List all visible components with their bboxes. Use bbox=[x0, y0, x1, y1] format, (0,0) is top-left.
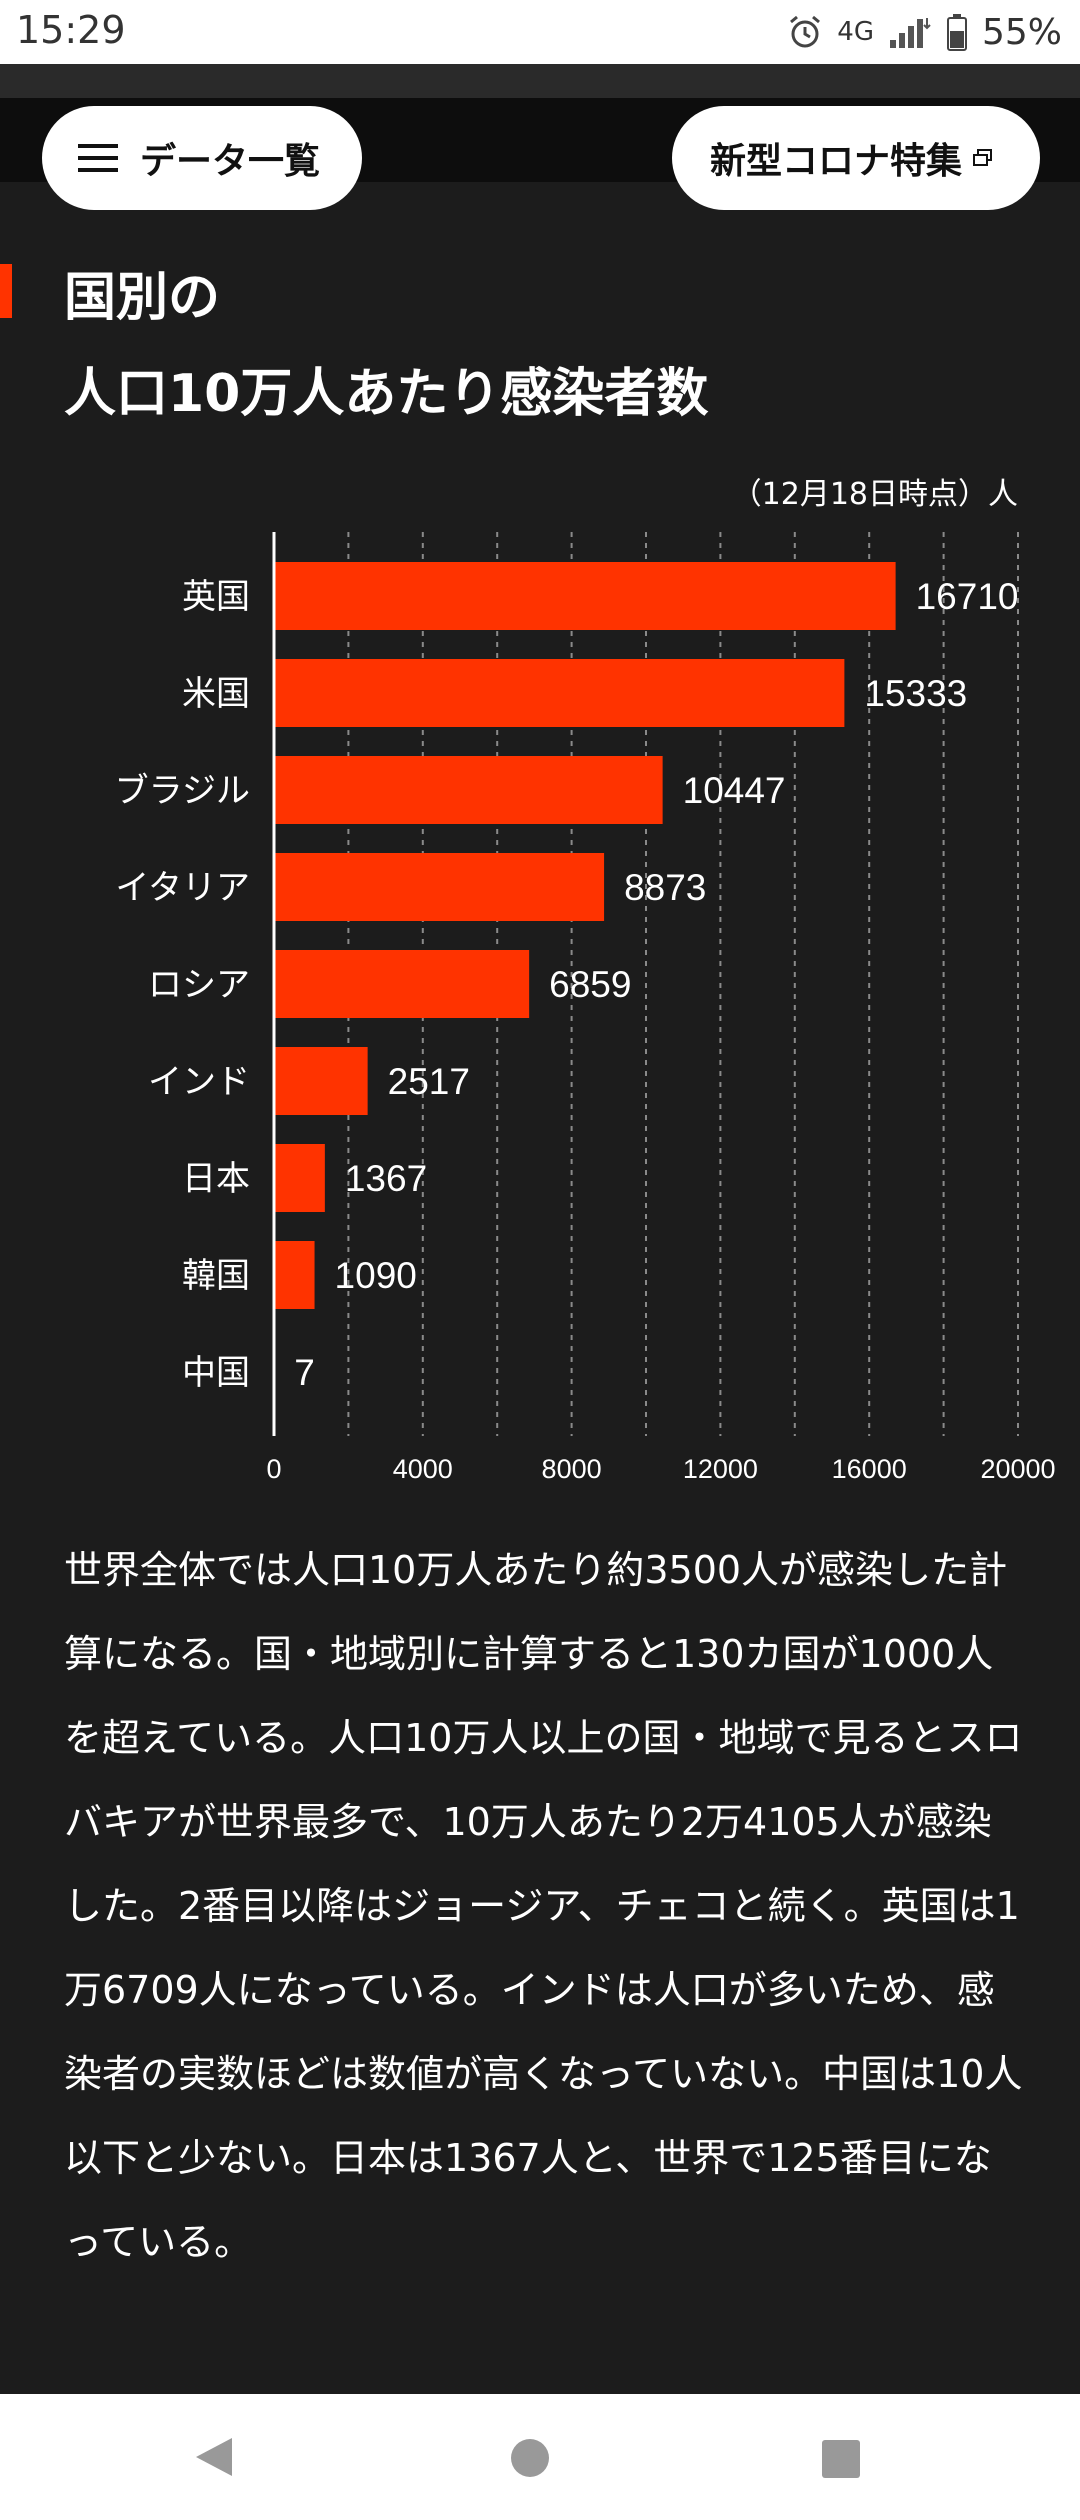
title-accent-bar bbox=[0, 264, 12, 318]
category-label: 米国 bbox=[182, 674, 250, 714]
category-label: ブラジル bbox=[115, 771, 250, 811]
category-label: ロシア bbox=[148, 965, 250, 1005]
x-tick-label: 8000 bbox=[542, 1454, 602, 1484]
data-label: 16710 bbox=[916, 576, 1019, 617]
data-label: 1367 bbox=[345, 1158, 427, 1199]
category-label: 韓国 bbox=[182, 1256, 250, 1296]
bar bbox=[274, 1241, 315, 1309]
page-title-line1: 国別の bbox=[64, 268, 221, 328]
page-title: 国別の 人口10万人あたり感染者数 bbox=[64, 250, 708, 442]
status-time: 15:29 bbox=[16, 8, 126, 52]
data-label: 1090 bbox=[335, 1255, 417, 1296]
recents-icon[interactable] bbox=[822, 2440, 860, 2478]
category-label: 中国 bbox=[182, 1353, 250, 1393]
bar bbox=[274, 562, 896, 630]
data-list-menu-button[interactable]: データ一覧 bbox=[42, 106, 362, 210]
corona-special-label: 新型コロナ特集 bbox=[710, 141, 963, 182]
x-tick-label: 4000 bbox=[393, 1454, 453, 1484]
data-label: 10447 bbox=[683, 770, 786, 811]
bar bbox=[274, 853, 605, 921]
category-label: イタリア bbox=[115, 868, 250, 908]
bar bbox=[274, 1144, 325, 1212]
bar bbox=[274, 756, 663, 824]
x-tick-label: 20000 bbox=[980, 1454, 1055, 1484]
battery-level: 55% bbox=[981, 11, 1062, 53]
category-label: 英国 bbox=[182, 577, 250, 617]
status-icons: 4G 55% bbox=[787, 8, 1062, 56]
header-spacer bbox=[0, 64, 1080, 98]
data-label: 2517 bbox=[388, 1061, 470, 1102]
status-bar: 15:29 4G 55% bbox=[0, 0, 1080, 64]
x-tick-label: 12000 bbox=[683, 1454, 758, 1484]
corona-special-link[interactable]: 新型コロナ特集 bbox=[672, 106, 1040, 210]
hamburger-menu-icon bbox=[78, 144, 118, 172]
bar bbox=[274, 659, 845, 727]
bar bbox=[274, 1047, 368, 1115]
page-title-line2: 人口10万人あたり感染者数 bbox=[64, 364, 709, 424]
bar bbox=[274, 950, 530, 1018]
signal-icon bbox=[889, 18, 931, 48]
alarm-icon bbox=[790, 15, 821, 48]
network-type: 4G bbox=[837, 17, 874, 47]
x-tick-label: 16000 bbox=[832, 1454, 907, 1484]
labels: 0 4000 8000 12000 16000 20000 英国 16710 米国 15333 ブラ… bbox=[115, 576, 1056, 1484]
navigation-bar bbox=[0, 2394, 1080, 2520]
article-text: 世界全体では人口10万人あたり約3500人が感染した計算になる。国・地域別に計算… bbox=[64, 1548, 1023, 2264]
x-tick-label: 0 bbox=[266, 1454, 281, 1484]
battery-icon bbox=[946, 14, 967, 51]
data-label: 6859 bbox=[549, 964, 631, 1005]
bars bbox=[274, 562, 896, 1406]
back-icon[interactable] bbox=[194, 2436, 234, 2478]
chart-unit-note: （12月18日時点）人 bbox=[732, 477, 1018, 512]
category-label: 日本 bbox=[182, 1159, 250, 1199]
bar-chart: 0 4000 8000 12000 16000 20000 英国 16710 米国 15333 ブラ… bbox=[115, 477, 1056, 1484]
data-label: 15333 bbox=[864, 673, 967, 714]
data-list-menu-label: データ一覧 bbox=[140, 141, 321, 182]
data-label: 7 bbox=[294, 1352, 315, 1393]
category-label: インド bbox=[148, 1062, 250, 1102]
external-link-icon bbox=[973, 149, 993, 166]
data-label: 8873 bbox=[624, 867, 706, 908]
home-icon[interactable] bbox=[510, 2438, 550, 2478]
